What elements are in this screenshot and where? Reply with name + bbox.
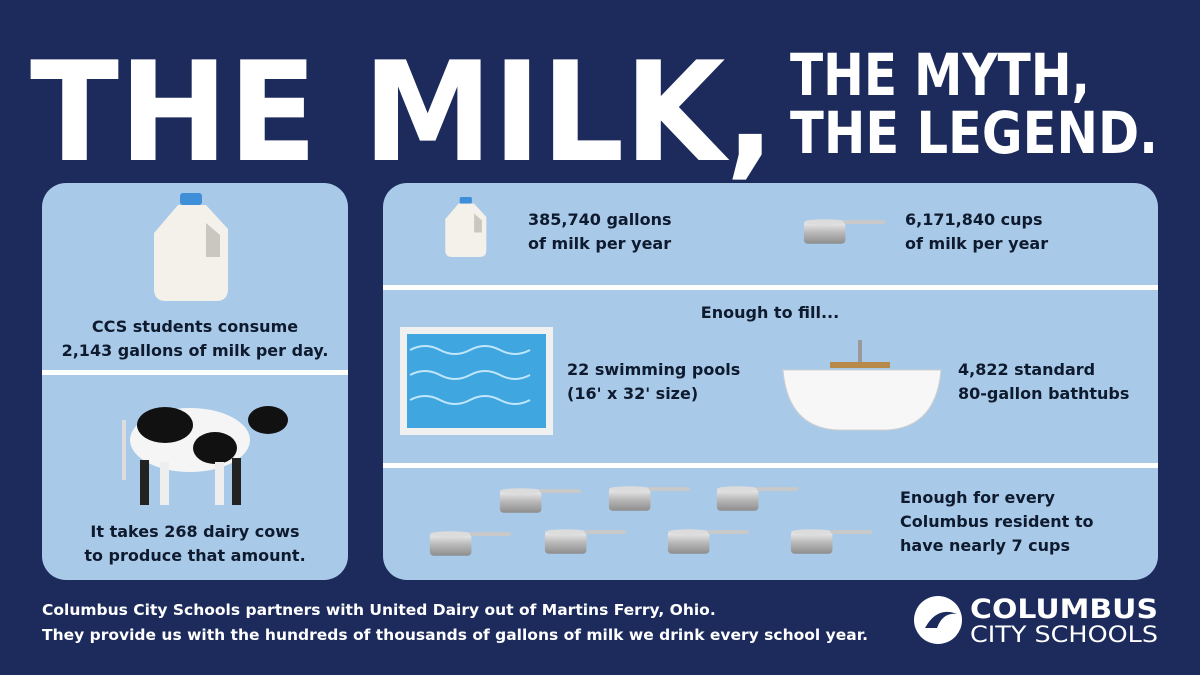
residents-text: have nearly 7 cups	[900, 536, 1070, 555]
title-main: THE MILK,	[30, 32, 775, 193]
cups-text: of milk per year	[905, 234, 1048, 253]
logo: COLUMBUS CITY SCHOOLS	[914, 594, 1158, 648]
left-top-text: 2,143 gallons of milk per day.	[62, 341, 329, 360]
pool-icon	[400, 327, 553, 435]
title-side: THE MYTH,	[790, 41, 1090, 109]
footer-text: They provide us with the hundreds of tho…	[42, 626, 868, 644]
divider	[383, 285, 1158, 290]
left-top-text: CCS students consume	[92, 317, 298, 336]
footer-text: Columbus City Schools partners with Unit…	[42, 601, 716, 619]
logo-sub: CITY SCHOOLS	[970, 623, 1158, 648]
gallons-text: 385,740 gallons	[528, 210, 672, 229]
cups-text: 6,171,840 cups	[905, 210, 1043, 229]
left-bottom-text: It takes 268 dairy cows	[90, 522, 299, 541]
bathtubs-text: 80-gallon bathtubs	[958, 384, 1129, 403]
divider	[42, 370, 348, 375]
pools-text: 22 swimming pools	[567, 360, 740, 379]
left-bottom-text: to produce that amount.	[84, 546, 305, 565]
divider	[383, 463, 1158, 468]
left-panel	[42, 183, 348, 580]
right-panel	[383, 183, 1158, 580]
logo-name: COLUMBUS	[970, 594, 1158, 625]
gallons-text: of milk per year	[528, 234, 671, 253]
cow-icon	[122, 406, 288, 505]
pools-text: (16' x 32' size)	[567, 384, 698, 403]
bathtub-icon	[782, 340, 942, 431]
residents-text: Enough for every	[900, 488, 1056, 507]
fill-heading: Enough to fill...	[701, 303, 839, 322]
residents-text: Columbus resident to	[900, 512, 1094, 531]
title-side: THE LEGEND.	[790, 99, 1158, 167]
bathtubs-text: 4,822 standard	[958, 360, 1095, 379]
